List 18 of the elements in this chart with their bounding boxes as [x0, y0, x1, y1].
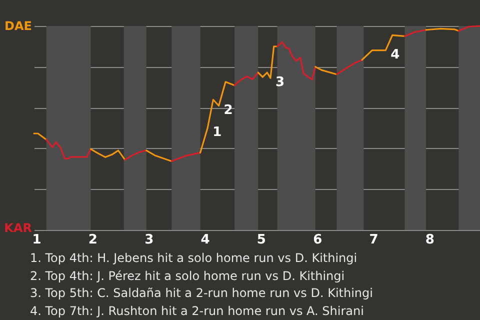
x-tick-label: 1	[32, 232, 42, 248]
text: 2. Top 4th: J. Pérez hit a solo home run vs D. Kithingi	[30, 268, 346, 284]
x-tick-label: 8	[425, 232, 434, 248]
x-tick-label: 2	[88, 232, 98, 248]
x-tick-label: 3	[144, 232, 154, 248]
annotation: 1	[212, 125, 222, 140]
text: DAE	[4, 19, 32, 33]
x-tick-label: 7	[369, 232, 378, 248]
annotation: 2	[224, 102, 233, 118]
text: 3. Top 5th: C. Saldaña hit a 2-run home run vs D. Kithingi	[30, 285, 374, 302]
x-tick-label: 6	[313, 232, 322, 248]
text: 4. Top 7th: J. Rushton hit a 2-run home run vs A. Shirani	[30, 302, 365, 320]
annotation: 3	[275, 75, 285, 90]
annotation: 4	[390, 47, 400, 62]
x-tick-label: 5	[256, 232, 266, 248]
text: 1. Top 4th: H. Jebens hit a solo home run vs D. Kithingi	[30, 250, 358, 267]
x-tick-label: 4	[200, 232, 210, 248]
text: KAR	[4, 221, 32, 235]
